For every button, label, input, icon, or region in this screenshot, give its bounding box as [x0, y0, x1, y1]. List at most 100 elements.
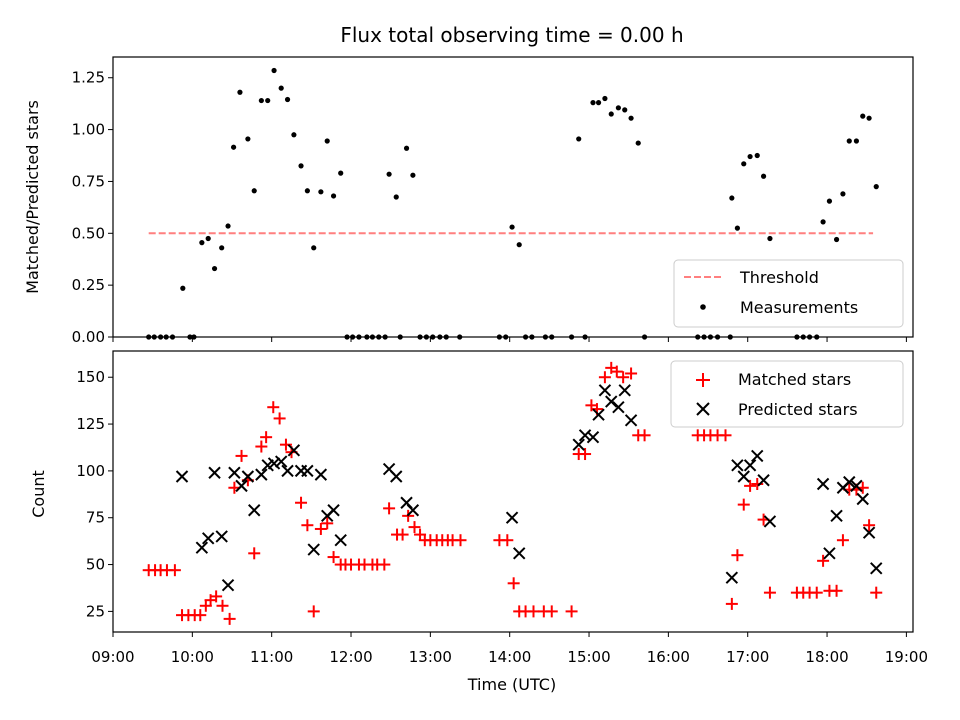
bottom-x-tick-label: 17:00	[726, 648, 769, 666]
predicted-star-point	[592, 408, 605, 421]
measurement-point	[608, 111, 614, 117]
predicted-star-point	[605, 395, 618, 408]
bottom-legend-box	[670, 360, 904, 428]
matched-star-point	[817, 554, 830, 567]
matched-legend-label: Matched stars	[738, 370, 851, 389]
measurement-point	[767, 235, 773, 242]
matched-star-point	[314, 522, 327, 535]
predicted-star-point	[235, 479, 248, 493]
bottom-x-tick-label: 16:00	[647, 648, 690, 666]
predicted-star-point	[513, 547, 526, 560]
measurement-point	[338, 170, 344, 176]
matched-star-point	[267, 401, 280, 414]
matched-star-point	[260, 431, 273, 444]
predicted-star-point	[856, 492, 869, 506]
matched-star-point	[507, 577, 520, 590]
measurement-point	[330, 193, 337, 199]
matched-star-point	[617, 371, 630, 384]
predicted-star-point	[870, 562, 883, 575]
predicted-star-point	[612, 400, 625, 414]
predicted-star-point	[731, 459, 744, 472]
measurement-point	[324, 138, 330, 144]
measurement-point	[602, 95, 608, 102]
measurement-point	[291, 132, 297, 138]
matched-star-point	[168, 564, 181, 577]
bottom-x-tick-label: 13:00	[409, 648, 452, 666]
predicted-star-point	[751, 449, 764, 463]
top-y-tick-label: 0.75	[72, 172, 105, 190]
bottom-y-tick-label: 25	[86, 602, 105, 620]
measurement-point	[258, 97, 264, 104]
predicted-legend-marker	[696, 402, 710, 416]
measurement-point	[747, 153, 753, 160]
bottom-plot-area	[142, 361, 883, 625]
measurement-point	[284, 96, 291, 103]
predicted-star-point	[307, 543, 320, 556]
measurements-legend-marker	[700, 304, 706, 310]
predicted-star-point	[314, 468, 328, 481]
predicted-star-point	[737, 470, 750, 483]
bottom-x-tick-label: 19:00	[885, 648, 928, 666]
bottom-y-tick-label: 125	[76, 415, 105, 433]
measurement-point	[180, 285, 186, 291]
measurement-point	[251, 188, 257, 194]
predicted-star-point	[208, 466, 221, 479]
threshold-legend-label: Threshold	[739, 268, 819, 287]
predicted-star-point	[241, 470, 255, 483]
predicted-star-point	[624, 414, 638, 427]
predicted-star-point	[862, 526, 876, 539]
measurement-point	[741, 161, 747, 167]
bottom-x-axis-label: Time (UTC)	[467, 675, 556, 694]
measurement-point	[386, 171, 392, 177]
bottom-x-tick-label: 14:00	[488, 648, 531, 666]
measurement-point	[311, 245, 317, 251]
bottom-y-axis-label: Count	[29, 470, 48, 518]
matched-star-point	[863, 519, 876, 532]
predicted-star-point	[757, 474, 770, 487]
bottom-x-tick-label: 12:00	[329, 648, 372, 666]
measurement-point	[826, 198, 833, 204]
bottom-panel: Count Time (UTC) 25 50 75 100 125 150 09:00 10…	[29, 350, 928, 694]
predicted-star-point	[816, 477, 830, 491]
top-legend-box	[673, 259, 904, 328]
measurement-point	[729, 195, 735, 201]
measurement-point	[840, 191, 846, 197]
measurement-point	[595, 100, 602, 106]
matched-star-point	[408, 521, 421, 534]
matched-star-point	[255, 440, 268, 453]
matched-star-point	[731, 549, 744, 562]
matched-star-point	[830, 584, 843, 597]
top-chart-title: Flux total observing time = 0.00 h	[340, 23, 683, 47]
matched-star-point	[327, 551, 340, 564]
bottom-x-tick-label: 11:00	[250, 648, 293, 666]
measurement-point	[576, 136, 582, 142]
matched-star-point	[396, 528, 409, 541]
predicted-star-point	[823, 547, 836, 560]
predicted-star-point	[725, 571, 739, 584]
measurement-point	[298, 163, 304, 169]
measurement-point	[866, 115, 872, 121]
matched-star-point	[610, 365, 623, 378]
measurement-point	[230, 144, 237, 150]
top-legend: Threshold Measurements	[673, 259, 904, 328]
predicted-star-point	[763, 515, 777, 528]
measurement-point	[318, 189, 324, 195]
top-axes-frame	[112, 56, 914, 338]
matched-star-point	[579, 448, 592, 461]
predicted-star-point	[248, 504, 261, 517]
top-y-tick-label: 0.00	[72, 328, 105, 346]
predicted-star-point	[334, 533, 347, 547]
predicted-star-point	[572, 438, 585, 451]
matched-legend-marker	[696, 373, 710, 387]
matched-star-point	[216, 599, 229, 612]
measurement-point	[211, 265, 218, 272]
measurement-point	[754, 152, 760, 159]
measurement-point	[833, 236, 840, 243]
predicted-star-point	[830, 509, 843, 523]
top-panel: Flux total observing time = 0.00 h Match…	[23, 23, 914, 346]
measurement-point	[615, 105, 621, 111]
matched-star-point	[248, 547, 261, 560]
matched-star-point	[454, 534, 467, 547]
predicted-star-point	[327, 504, 340, 517]
measurement-point	[760, 173, 767, 179]
